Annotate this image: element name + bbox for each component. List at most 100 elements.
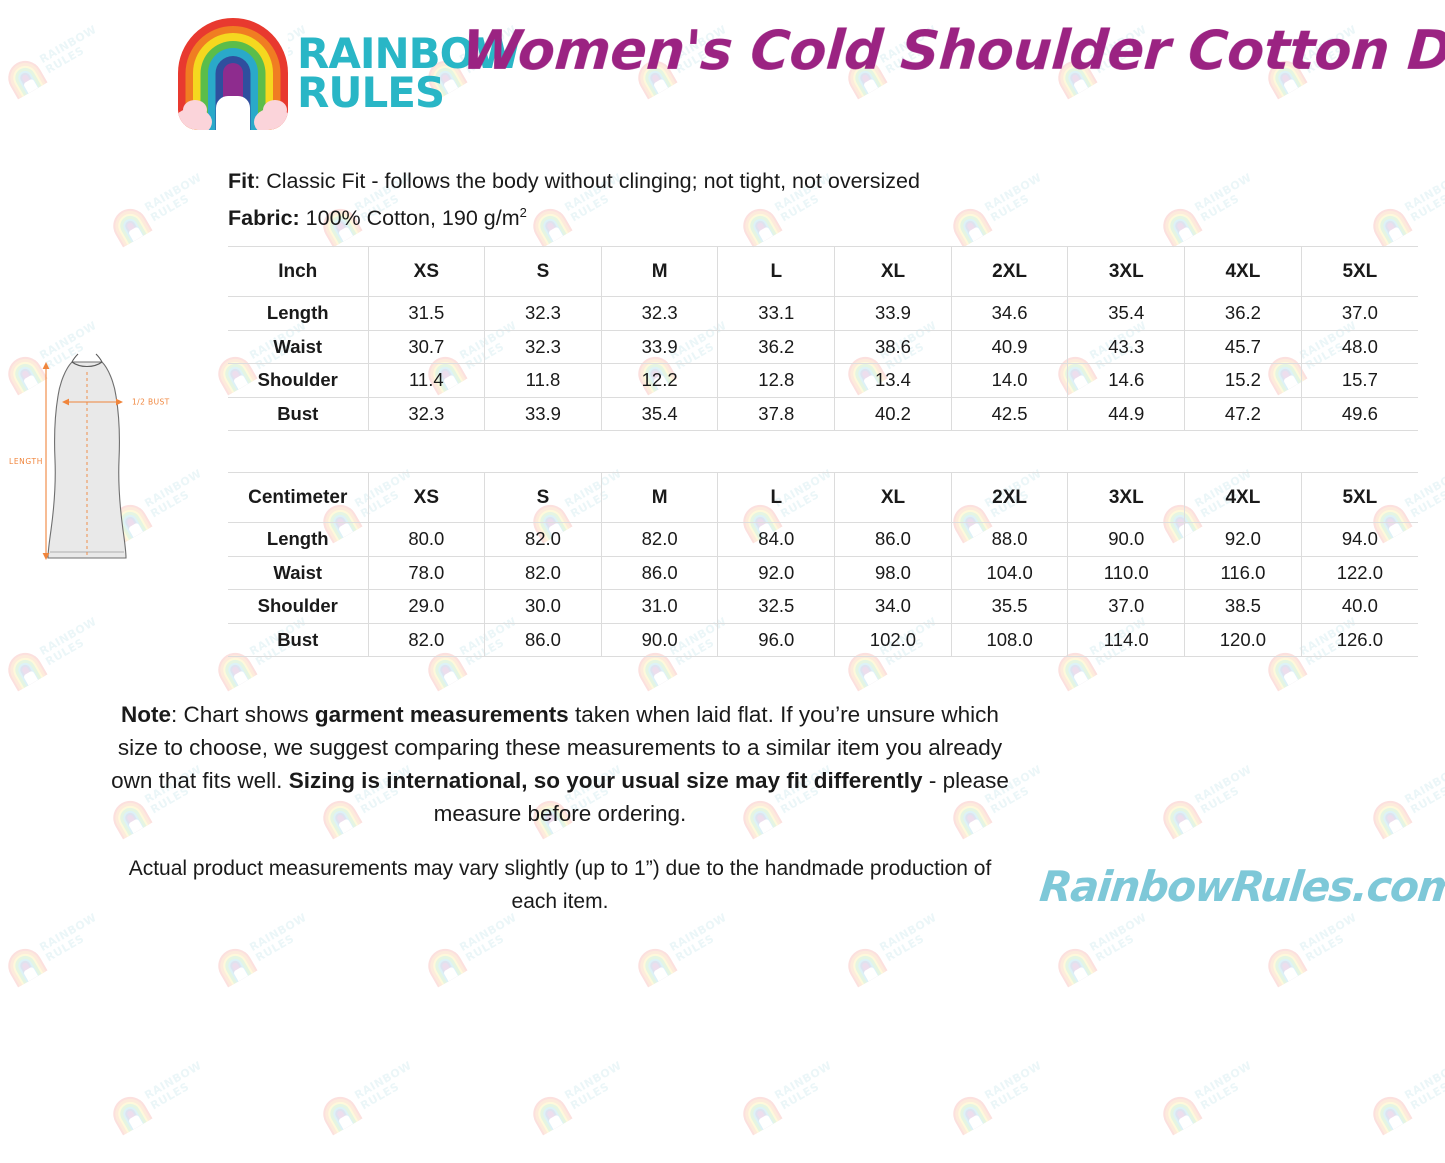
note-part2: taken when laid flat. If you’re unsure w…: [111, 702, 1003, 793]
cell: 12.2: [601, 363, 719, 398]
size-header-4xl: 4XL: [1184, 246, 1302, 297]
cell: 40.2: [834, 396, 952, 431]
size-header-s: S: [484, 246, 602, 297]
cell: 122.0: [1301, 555, 1418, 590]
cell: 42.5: [951, 396, 1069, 431]
watermark-rainbow-arch-icon: [422, 942, 468, 988]
table-row: Shoulder 11.4 11.8 12.2 12.8 13.4 14.0 1…: [228, 363, 1418, 398]
row-label-waist: Waist: [228, 555, 369, 590]
table-header-row: Centimeter XS S M L XL 2XL 3XL 4XL 5XL: [228, 472, 1418, 523]
brand-wordmark-line1: RAINBOW: [297, 29, 521, 79]
cell: 29.0: [368, 589, 486, 624]
cell: 11.8: [484, 363, 602, 398]
size-header-xl: XL: [834, 472, 952, 523]
watermark-rainbow-arch-icon: [947, 1090, 993, 1136]
cell: 96.0: [717, 622, 836, 657]
size-table-inch: Inch XS S M L XL 2XL 3XL 4XL 5XL Length …: [228, 246, 1418, 431]
table-row: Length 80.0 82.0 82.0 84.0 86.0 88.0 90.…: [228, 522, 1418, 557]
cell: 92.0: [1184, 522, 1302, 557]
cell: 48.0: [1301, 329, 1418, 364]
note-part1: : Chart shows: [171, 702, 315, 727]
watermark-rainbow-arch-icon: [2, 942, 48, 988]
fabric-label: Fabric:: [228, 206, 300, 231]
cell: 32.3: [368, 396, 486, 431]
cell: 78.0: [368, 555, 486, 590]
fit-fabric-block: Fit: Classic Fit - follows the body with…: [228, 166, 920, 234]
size-header-4xl: 4XL: [1184, 472, 1302, 523]
cell: 33.9: [834, 296, 952, 331]
cell: 49.6: [1301, 396, 1418, 431]
cloud-r: [254, 100, 288, 130]
watermark-rainbow-arch-icon: [1367, 1090, 1413, 1136]
cell: 13.4: [834, 363, 952, 398]
table-row: Shoulder 29.0 30.0 31.0 32.5 34.0 35.5 3…: [228, 589, 1418, 624]
cell: 92.0: [717, 555, 836, 590]
cell: 110.0: [1067, 555, 1186, 590]
cell: 33.1: [717, 296, 836, 331]
cell: 98.0: [834, 555, 952, 590]
size-header-s: S: [484, 472, 602, 523]
cell: 94.0: [1301, 522, 1418, 557]
row-label-bust: Bust: [228, 622, 369, 657]
cell: 37.0: [1301, 296, 1418, 331]
size-header-3xl: 3XL: [1067, 472, 1186, 523]
watermark-rainbow-arch-icon: [632, 942, 678, 988]
row-label-length: Length: [228, 522, 369, 557]
cell: 31.5: [368, 296, 486, 331]
cell: 37.8: [717, 396, 836, 431]
cell: 90.0: [1067, 522, 1186, 557]
cell: 84.0: [717, 522, 836, 557]
note-label: Note: [121, 702, 172, 727]
cell: 15.7: [1301, 363, 1418, 398]
watermark-rainbow-arch-icon: [737, 1090, 783, 1136]
cell: 86.0: [484, 622, 602, 657]
page-title: Women's Cold Shoulder Cotton Dress: [459, 19, 1445, 82]
dress-strap-right: [95, 353, 103, 363]
note-bold1: garment measurements: [314, 702, 569, 727]
bust-label: 1/2 BUST: [132, 398, 170, 407]
cell: 47.2: [1184, 396, 1302, 431]
cell: 31.0: [601, 589, 719, 624]
size-header-3xl: 3XL: [1067, 246, 1186, 297]
cell: 80.0: [368, 522, 486, 557]
page-header: RAINBOW RULES Women's Cold Shoulder Cott…: [0, 0, 1445, 132]
length-label: LENGTH: [9, 457, 43, 466]
cell: 34.0: [834, 589, 952, 624]
cell: 126.0: [1301, 622, 1418, 657]
size-table-inch-head: Inch XS S M L XL 2XL 3XL 4XL 5XL: [228, 246, 1418, 297]
dress-neckline: [71, 361, 103, 368]
fit-label: Fit: [228, 169, 255, 193]
cell: 82.0: [368, 622, 486, 657]
cell: 33.9: [484, 396, 602, 431]
size-header-5xl: 5XL: [1301, 472, 1418, 523]
cell: 120.0: [1184, 622, 1302, 657]
rainbow-arch-opening: [216, 96, 250, 130]
unit-header-centimeter: Centimeter: [228, 472, 369, 523]
size-header-xs: XS: [368, 246, 486, 297]
watermark-rainbow-arch-icon: [317, 1090, 363, 1136]
table-row: Waist 78.0 82.0 86.0 92.0 98.0 104.0 110…: [228, 555, 1418, 590]
length-arrow-head-top: [42, 362, 50, 369]
sizing-note: Note: Chart shows garment measurements t…: [110, 698, 1010, 830]
cell: 30.0: [484, 589, 602, 624]
size-header-2xl: 2XL: [951, 246, 1069, 297]
bust-arrow-head-left: [62, 398, 69, 406]
size-header-l: L: [717, 246, 836, 297]
table-row: Waist 30.7 32.3 33.9 36.2 38.6 40.9 43.3…: [228, 329, 1418, 364]
note-part3: - please measure before ordering.: [433, 768, 1009, 826]
cell: 30.7: [368, 329, 486, 364]
cell: 82.0: [484, 555, 602, 590]
cloud-l: [178, 100, 212, 130]
table-header-row: Inch XS S M L XL 2XL 3XL 4XL 5XL: [228, 246, 1418, 297]
watermark-rainbow-arch-icon: [1262, 942, 1308, 988]
cell: 34.6: [951, 296, 1069, 331]
cell: 44.9: [1067, 396, 1186, 431]
